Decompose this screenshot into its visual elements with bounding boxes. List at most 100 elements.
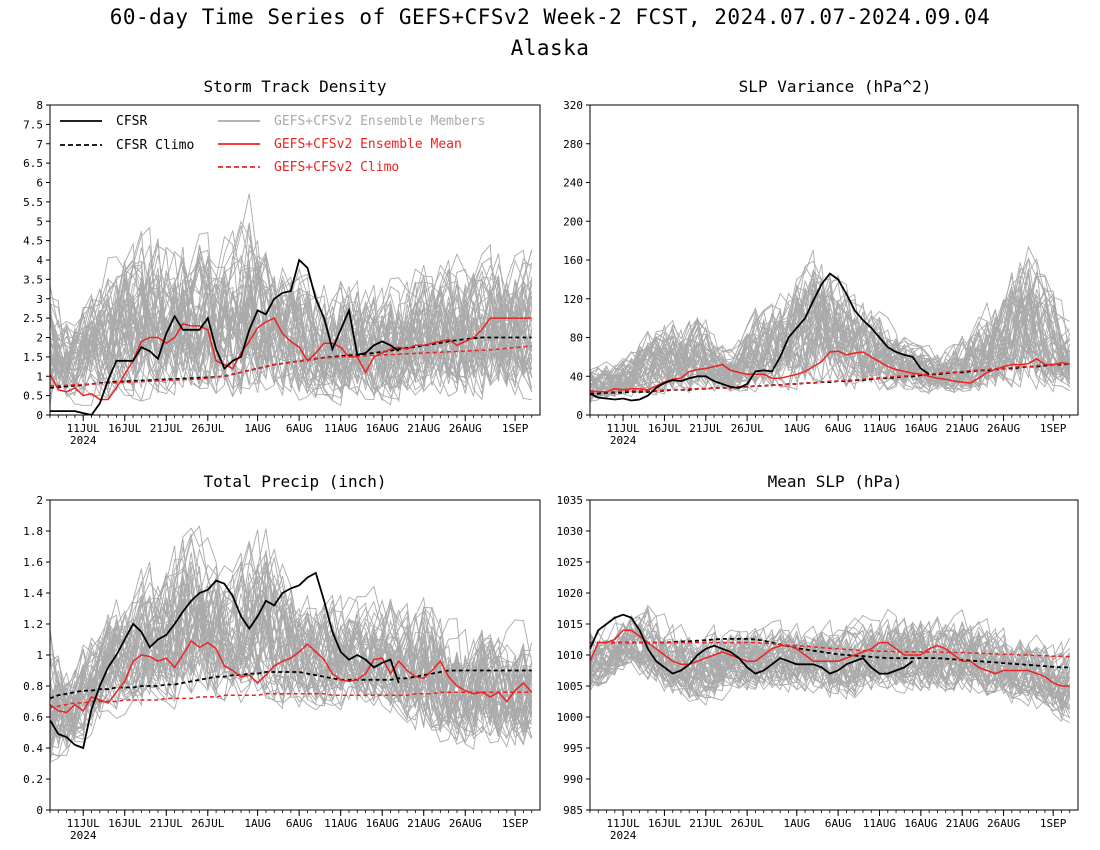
ensemble-members [50, 525, 533, 765]
legend-cfsr-climo-label: CFSR Climo [116, 138, 194, 153]
x-year-label: 2024 [70, 829, 97, 842]
ensemble-mean-line [50, 317, 532, 401]
y-tick-label: 1.8 [23, 525, 43, 538]
x-tick-label: 1SEP [502, 422, 529, 435]
chart-panel-4: Mean SLP (hPa) 985 990 995 1000 1005 1010 1015 1… [557, 472, 1079, 842]
x-tick-label: 1SEP [1040, 817, 1067, 830]
y-tick-label: 6.5 [23, 157, 43, 170]
ensemble-member-line [50, 257, 533, 397]
ensemble-member-line [50, 193, 532, 395]
chart-panel-1: Storm Track Density 0 0.5 1 1.5 2 2.5 3 3.5 4 4.5 5… [23, 77, 541, 447]
panel-title: SLP Variance (hPa^2) [739, 77, 932, 96]
x-tick-label: 26JUL [731, 817, 764, 830]
x-tick-label: 26AUG [449, 817, 482, 830]
ensemble-member-line [50, 248, 533, 401]
ensemble-member-line [50, 225, 533, 387]
y-tick-label: 280 [563, 138, 583, 151]
y-tick-label: 985 [563, 804, 583, 817]
y-tick-label: 990 [563, 773, 583, 786]
x-tick-label: 26AUG [987, 422, 1020, 435]
figure-subtitle: Alaska [510, 36, 590, 60]
y-tick-label: 240 [563, 177, 583, 190]
x-tick-label: 26JUL [191, 817, 224, 830]
x-tick-label: 21JUL [689, 817, 722, 830]
plot-area [590, 245, 1071, 404]
y-tick-label: 200 [563, 215, 583, 228]
x-tick-label: 11JUL [67, 817, 100, 830]
x-tick-label: 11AUG [324, 817, 357, 830]
ensemble-member-line [50, 586, 533, 743]
x-tick-label: 1SEP [502, 817, 529, 830]
x-tick-label: 26JUL [731, 422, 764, 435]
ensemble-member-line [50, 262, 533, 399]
x-tick-label: 11JUL [607, 422, 640, 435]
y-tick-label: 1 [36, 370, 43, 383]
ensemble-member-line [590, 261, 1070, 397]
y-tick-label: 1035 [557, 494, 584, 507]
y-tick-label: 0.2 [23, 773, 43, 786]
x-tick-label: 16AUG [904, 817, 937, 830]
x-tick-label: 26AUG [987, 817, 1020, 830]
x-tick-label: 6AUG [825, 422, 852, 435]
legend: CFSR CFSR Climo GEFS+CFSv2 Ensemble Member… [60, 114, 485, 175]
ensemble-member-line [50, 575, 533, 738]
ensemble-mean-line [590, 629, 1070, 687]
x-tick-label: 1SEP [1040, 422, 1067, 435]
y-tick-label: 2.5 [23, 312, 43, 325]
y-tick-label: 2 [36, 332, 43, 345]
x-tick-label: 16AUG [904, 422, 937, 435]
y-tick-label: 6 [36, 177, 43, 190]
x-tick-label: 16JUL [108, 817, 141, 830]
x-year-label: 2024 [70, 434, 97, 447]
ensemble-member-line [50, 534, 533, 735]
x-tick-label: 26AUG [449, 422, 482, 435]
y-tick-label: 0 [576, 409, 583, 422]
ensemble-member-line [50, 232, 533, 397]
ensemble-member-line [590, 289, 1070, 395]
y-tick-label: 1020 [557, 587, 584, 600]
y-tick-label: 0.6 [23, 711, 43, 724]
y-tick-label: 1025 [557, 556, 584, 569]
x-tick-label: 11AUG [863, 422, 896, 435]
plot-area [50, 193, 533, 415]
y-tick-label: 3.5 [23, 273, 43, 286]
y-tick-label: 1.2 [23, 618, 43, 631]
y-tick-label: 7 [36, 138, 43, 151]
ensemble-member-line [50, 260, 533, 393]
ensemble-member-line [50, 222, 533, 405]
ensemble-member-line [590, 292, 1071, 396]
x-year-label: 2024 [610, 829, 637, 842]
x-tick-label: 21AUG [407, 817, 440, 830]
ensemble-member-line [50, 250, 533, 382]
legend-cfsr-label: CFSR [116, 114, 147, 129]
ensemble-members [590, 245, 1071, 404]
y-tick-label: 1000 [557, 711, 584, 724]
x-tick-label: 1AUG [244, 817, 271, 830]
y-tick-label: 1030 [557, 525, 584, 538]
ensemble-member-line [50, 275, 533, 402]
plot-area [50, 525, 533, 765]
y-tick-label: 40 [570, 370, 583, 383]
x-year-label: 2024 [610, 434, 637, 447]
ensemble-member-line [590, 270, 1071, 397]
y-tick-label: 4.5 [23, 235, 43, 248]
y-tick-label: 0.5 [23, 390, 43, 403]
ensemble-member-line [590, 616, 1071, 702]
x-tick-label: 26JUL [191, 422, 224, 435]
cfsr-line [50, 571, 400, 750]
panel-title: Storm Track Density [203, 77, 386, 96]
y-tick-label: 4 [36, 254, 43, 267]
x-tick-label: 21AUG [946, 817, 979, 830]
cfsr-climo-line [50, 336, 532, 389]
x-tick-label: 21JUL [689, 422, 722, 435]
x-tick-label: 21JUL [150, 817, 183, 830]
legend-gefs-climo-label: GEFS+CFSv2 Climo [274, 160, 399, 175]
ensemble-member-line [50, 543, 533, 737]
y-tick-label: 5.5 [23, 196, 43, 209]
y-tick-label: 7.5 [23, 118, 43, 131]
figure-title: 60-day Time Series of GEFS+CFSv2 Week-2 … [109, 5, 991, 29]
x-tick-label: 16JUL [648, 422, 681, 435]
x-tick-label: 1AUG [784, 422, 811, 435]
x-tick-label: 21AUG [407, 422, 440, 435]
